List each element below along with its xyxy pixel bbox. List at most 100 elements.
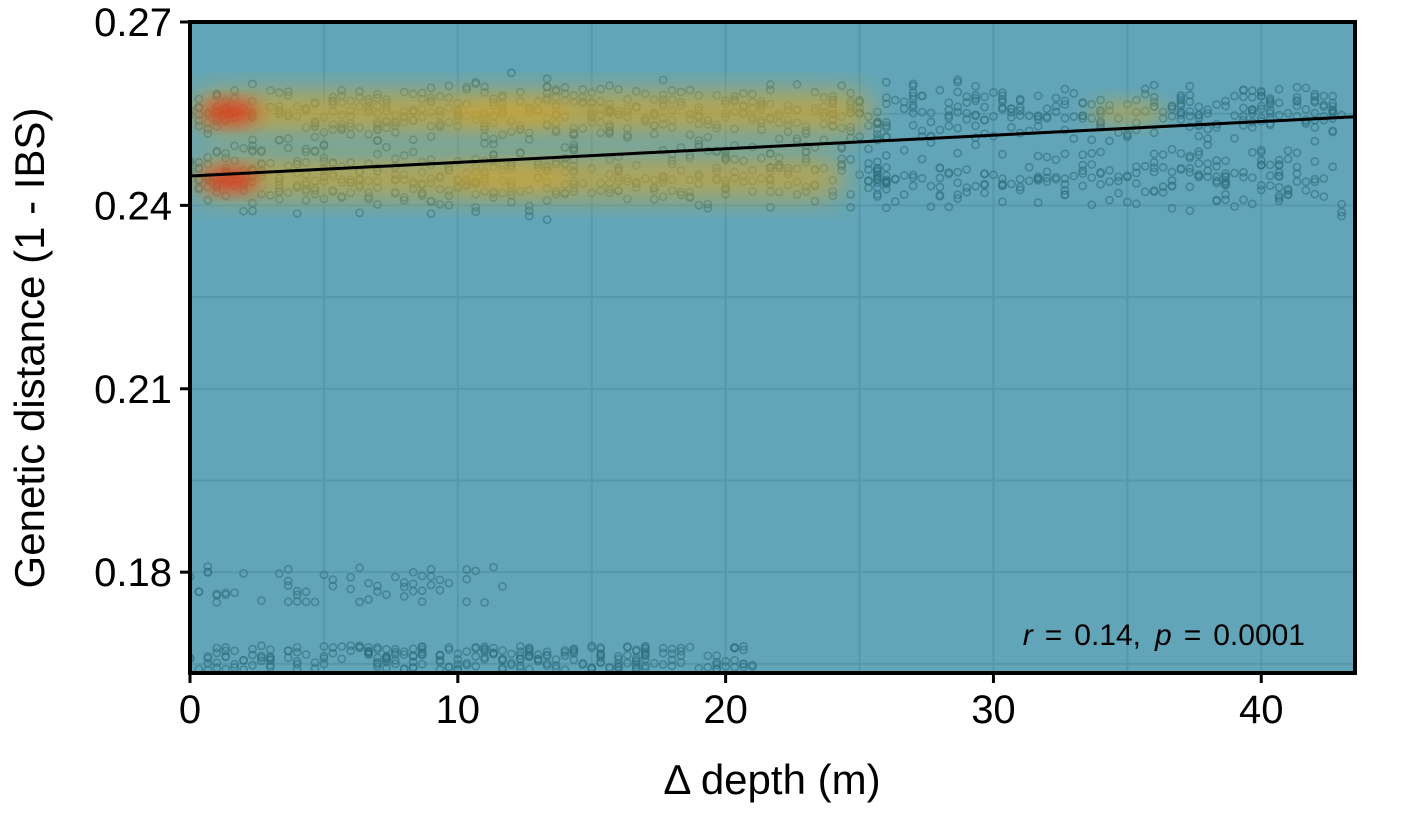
data-point	[426, 132, 436, 142]
data-point	[953, 178, 963, 188]
data-point	[301, 147, 311, 157]
data-point	[703, 651, 713, 661]
data-point	[631, 646, 641, 656]
data-point	[971, 93, 980, 103]
data-point	[408, 657, 418, 667]
data-point	[676, 658, 686, 668]
data-point	[221, 643, 231, 652]
data-point	[1221, 172, 1230, 182]
data-point	[524, 647, 534, 657]
data-point	[346, 641, 356, 651]
x-axis-label: Δ depth (m)	[663, 756, 880, 803]
data-point	[1078, 160, 1088, 170]
data-point	[855, 170, 864, 180]
data-point	[1230, 91, 1239, 101]
data-point	[953, 102, 963, 112]
data-point	[1122, 129, 1132, 139]
regression-line	[190, 115, 1355, 178]
data-point	[953, 190, 963, 200]
data-point	[1185, 81, 1195, 91]
data-point	[319, 641, 329, 651]
data-point	[399, 578, 409, 587]
data-point	[1194, 147, 1204, 156]
data-point	[792, 134, 802, 144]
data-point	[203, 567, 213, 577]
data-point	[551, 661, 561, 670]
data-point	[462, 647, 472, 656]
data-point	[1185, 163, 1195, 173]
p-value: 0.0001	[1213, 619, 1305, 652]
data-point	[962, 183, 972, 192]
data-point	[1247, 173, 1257, 183]
data-point	[1051, 101, 1061, 111]
data-point	[1185, 111, 1195, 121]
data-point	[444, 81, 454, 91]
data-point	[239, 206, 248, 216]
data-point	[926, 181, 936, 191]
data-point	[524, 135, 534, 144]
data-point	[1167, 101, 1177, 111]
data-point	[542, 650, 552, 660]
data-point	[962, 114, 972, 124]
data-point	[1096, 179, 1105, 189]
data-point	[855, 132, 864, 141]
data-point	[1149, 167, 1159, 177]
data-point	[1274, 110, 1284, 120]
data-point	[1149, 163, 1159, 173]
data-point	[1006, 107, 1016, 117]
data-point	[292, 208, 302, 218]
x-tick-label: 0	[179, 688, 201, 732]
data-point	[765, 202, 775, 212]
data-point	[917, 154, 927, 164]
data-point	[908, 108, 918, 118]
data-point	[373, 662, 382, 672]
data-point	[498, 655, 507, 665]
data-point	[685, 642, 695, 652]
data-point	[739, 641, 748, 651]
data-point	[1015, 94, 1025, 104]
data-point	[569, 140, 579, 150]
data-point	[453, 665, 463, 673]
data-point	[864, 144, 873, 154]
data-point	[1221, 176, 1230, 186]
data-point	[971, 90, 980, 100]
data-point	[1256, 160, 1266, 170]
data-point	[640, 644, 650, 654]
data-point	[1221, 96, 1230, 106]
data-point	[381, 142, 391, 152]
data-point	[980, 188, 989, 198]
data-point	[1060, 96, 1070, 106]
data-point	[1176, 95, 1186, 105]
data-point	[881, 178, 891, 188]
data-point	[283, 564, 293, 574]
data-point	[480, 598, 489, 607]
data-point	[524, 206, 534, 216]
data-point	[1230, 133, 1239, 143]
data-point	[872, 129, 882, 139]
data-point	[274, 135, 284, 145]
data-point	[1212, 156, 1222, 165]
data-point	[1069, 134, 1079, 143]
data-point	[908, 103, 918, 113]
data-point	[1051, 93, 1061, 103]
data-point	[471, 566, 481, 576]
data-point	[640, 641, 650, 651]
data-point	[721, 146, 731, 156]
data-point	[658, 75, 668, 85]
data-point	[908, 173, 918, 182]
data-point	[1122, 132, 1132, 142]
data-point	[435, 585, 445, 595]
data-point	[1221, 195, 1230, 205]
data-point	[190, 156, 195, 166]
data-point	[265, 645, 275, 655]
data-point	[881, 163, 891, 173]
data-point	[997, 180, 1007, 190]
data-point	[239, 143, 248, 153]
data-point	[1256, 148, 1266, 157]
data-point	[1131, 168, 1141, 178]
data-point	[248, 135, 257, 145]
data-point	[1087, 173, 1097, 183]
data-point	[1328, 91, 1338, 101]
data-point	[373, 657, 382, 667]
data-point	[310, 132, 320, 142]
